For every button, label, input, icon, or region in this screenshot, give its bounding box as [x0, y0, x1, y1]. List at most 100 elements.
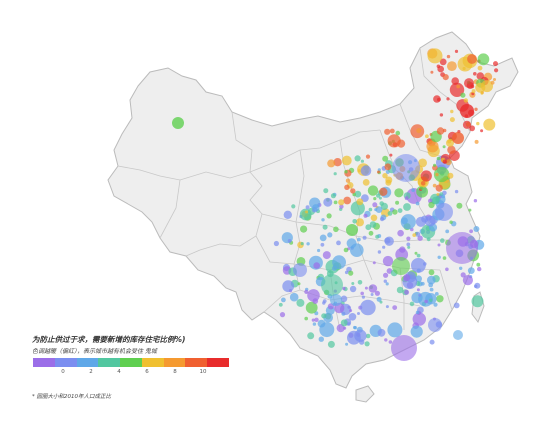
city-bubble — [389, 128, 395, 134]
city-bubble — [387, 211, 393, 216]
city-bubble — [474, 107, 478, 112]
city-bubble — [374, 290, 380, 296]
city-bubble — [445, 159, 452, 166]
city-bubble — [344, 270, 349, 275]
city-bubble — [306, 242, 310, 246]
city-bubble — [456, 202, 463, 209]
city-bubble — [442, 145, 446, 149]
city-bubble — [469, 125, 475, 132]
city-bubble — [459, 266, 463, 270]
city-bubble — [462, 120, 472, 129]
city-bubble — [442, 159, 448, 164]
city-bubble — [460, 92, 466, 98]
city-bubble — [394, 188, 404, 198]
city-bubble — [372, 261, 376, 265]
city-bubble — [409, 301, 415, 307]
city-bubble — [436, 295, 444, 303]
city-bubble — [374, 208, 378, 212]
city-bubble — [363, 213, 368, 218]
city-bubble — [477, 53, 490, 66]
city-bubble — [343, 247, 349, 253]
city-bubble — [351, 282, 355, 285]
city-bubble — [359, 339, 365, 345]
city-bubble — [360, 291, 365, 296]
city-bubble — [406, 236, 411, 241]
city-bubble — [437, 243, 441, 247]
city-bubble — [360, 159, 364, 163]
city-bubble — [447, 145, 456, 154]
legend-swatch — [141, 358, 164, 367]
city-bubble — [388, 340, 393, 344]
city-bubble — [346, 224, 358, 236]
city-bubble — [435, 172, 439, 177]
city-bubble — [473, 226, 480, 232]
city-bubble — [428, 201, 435, 209]
city-bubble — [463, 98, 469, 103]
city-bubble — [429, 287, 434, 292]
city-bubble — [429, 298, 433, 302]
city-bubble — [313, 262, 321, 269]
city-bubble — [332, 265, 337, 271]
city-bubble — [297, 282, 301, 286]
city-bubble — [382, 245, 386, 249]
city-bubble — [281, 297, 286, 303]
city-bubble — [474, 139, 479, 144]
city-bubble — [460, 104, 474, 118]
city-bubble — [333, 158, 342, 167]
city-bubble — [293, 263, 307, 277]
city-bubble — [404, 196, 409, 201]
city-bubble — [278, 302, 283, 307]
city-bubble — [423, 262, 427, 266]
city-bubble — [470, 84, 475, 89]
city-bubble — [333, 172, 337, 176]
city-bubble — [453, 302, 460, 309]
city-bubble — [477, 65, 483, 71]
city-bubble — [467, 267, 475, 274]
city-bubble — [172, 117, 184, 129]
city-bubble — [326, 213, 332, 219]
city-bubble — [341, 155, 352, 166]
city-bubble — [349, 285, 357, 293]
city-bubble — [416, 253, 421, 258]
city-bubble — [327, 159, 336, 168]
city-bubble — [312, 322, 317, 326]
city-bubble — [387, 134, 401, 148]
city-bubble — [446, 232, 478, 264]
city-bubble — [426, 140, 439, 153]
city-bubble — [442, 128, 447, 133]
city-bubble — [332, 255, 346, 270]
city-bubble — [360, 299, 376, 316]
city-bubble — [428, 318, 442, 332]
city-bubble — [428, 282, 434, 288]
city-bubble — [282, 280, 295, 293]
city-bubble — [415, 216, 426, 227]
city-bubble — [445, 267, 449, 272]
city-bubble — [406, 242, 411, 247]
legend-subtitle: 色调越暖（偏红），表示城市越有机会受住 鬼城 — [32, 348, 157, 355]
city-bubble — [447, 61, 457, 71]
city-bubble — [433, 163, 437, 167]
legend-swatch — [120, 358, 142, 367]
city-bubble — [350, 188, 356, 194]
city-bubble — [391, 335, 417, 361]
city-bubble — [424, 299, 428, 304]
city-bubble — [412, 233, 417, 238]
legend-color-bar — [33, 358, 230, 367]
city-bubble — [352, 192, 357, 197]
city-bubble — [384, 237, 391, 244]
city-bubble — [312, 204, 320, 212]
city-bubble — [440, 238, 445, 243]
city-bubble — [348, 313, 357, 321]
city-bubble — [473, 72, 477, 76]
city-bubble — [330, 193, 336, 199]
city-bubble — [396, 286, 404, 294]
city-bubble — [379, 216, 385, 222]
city-bubble — [493, 78, 496, 81]
city-bubble — [377, 250, 382, 254]
city-bubble — [446, 97, 450, 101]
city-bubble — [364, 286, 368, 290]
legend-swatch — [163, 358, 186, 367]
city-bubble — [433, 302, 438, 307]
city-bubble — [418, 158, 427, 168]
